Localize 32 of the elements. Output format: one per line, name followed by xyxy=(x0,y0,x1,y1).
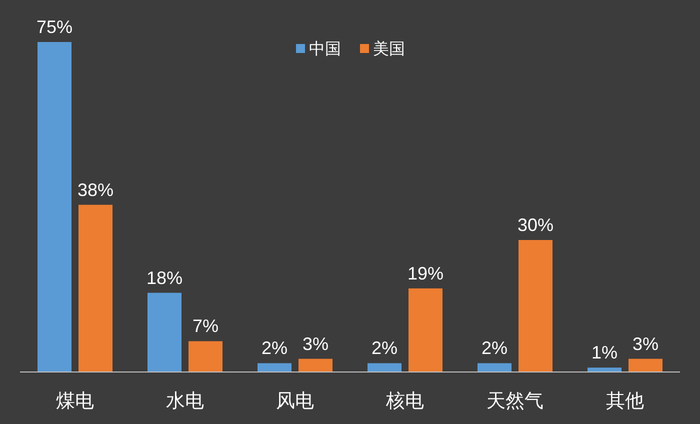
data-label: 2% xyxy=(481,338,508,358)
data-label: 7% xyxy=(192,316,219,336)
data-label: 75% xyxy=(36,17,73,37)
x-tick-label: 核电 xyxy=(385,391,424,412)
data-label: 3% xyxy=(632,334,659,354)
x-tick-label: 其他 xyxy=(606,391,644,412)
bar xyxy=(478,363,512,372)
legend-label: 美国 xyxy=(373,40,405,58)
bar xyxy=(148,292,182,372)
data-label: 3% xyxy=(302,334,329,354)
data-label: 38% xyxy=(77,180,114,200)
x-tick-label: 天然气 xyxy=(486,391,544,412)
bar xyxy=(298,358,332,372)
bar xyxy=(258,363,292,372)
x-tick-label: 风电 xyxy=(276,391,314,412)
data-label: 18% xyxy=(146,268,183,288)
bar xyxy=(628,358,662,372)
bar xyxy=(188,341,222,372)
x-tick-label: 水电 xyxy=(166,391,204,412)
bar xyxy=(518,240,552,372)
data-label: 2% xyxy=(261,338,288,358)
bar xyxy=(38,42,72,372)
data-label: 19% xyxy=(407,263,444,284)
data-label: 2% xyxy=(371,338,398,358)
bar xyxy=(78,204,112,372)
bar xyxy=(588,368,622,372)
bar xyxy=(408,288,442,372)
data-label: 1% xyxy=(591,342,618,363)
legend-label: 中国 xyxy=(309,40,341,58)
x-tick-label: 煤电 xyxy=(56,391,94,412)
data-label: 30% xyxy=(517,215,554,235)
bar xyxy=(368,363,402,372)
